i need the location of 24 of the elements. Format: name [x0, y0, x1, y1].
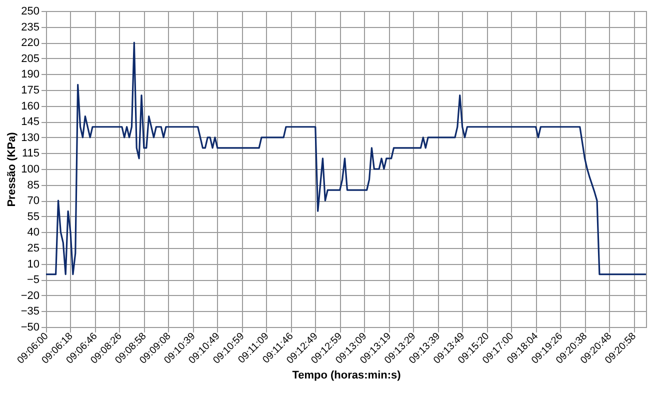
y-tick-label: 70	[27, 195, 40, 208]
y-tick-label: 100	[21, 164, 40, 176]
y-tick-label: 25	[27, 242, 40, 254]
y-tick-label: 175	[21, 84, 40, 96]
y-tick-label: 145	[21, 116, 40, 128]
y-tick-label: −20	[20, 290, 40, 302]
x-axis-title: Tempo (horas:min:s)	[292, 370, 402, 382]
y-tick-label: 250	[21, 6, 40, 18]
y-tick-label: 115	[22, 148, 40, 160]
y-tick-label: 85	[27, 179, 40, 192]
y-tick-label: 40	[27, 226, 40, 239]
line-series	[45, 42, 647, 276]
y-tick-label: 10	[27, 258, 40, 270]
y-tick-label: 220	[21, 37, 40, 50]
y-axis-title: Pressão (KPa)	[6, 132, 18, 207]
y-tick-label: −35	[20, 306, 40, 318]
y-tick-label: 130	[21, 132, 40, 144]
y-tick-label: 55	[27, 210, 40, 223]
y-tick-label: 160	[21, 100, 40, 112]
y-tick-label: 235	[21, 21, 40, 34]
y-tick-label: −50	[20, 322, 40, 334]
y-tick-label: −5	[26, 274, 40, 286]
y-tick-label: 190	[21, 68, 40, 81]
y-tick-label: 205	[21, 52, 40, 65]
